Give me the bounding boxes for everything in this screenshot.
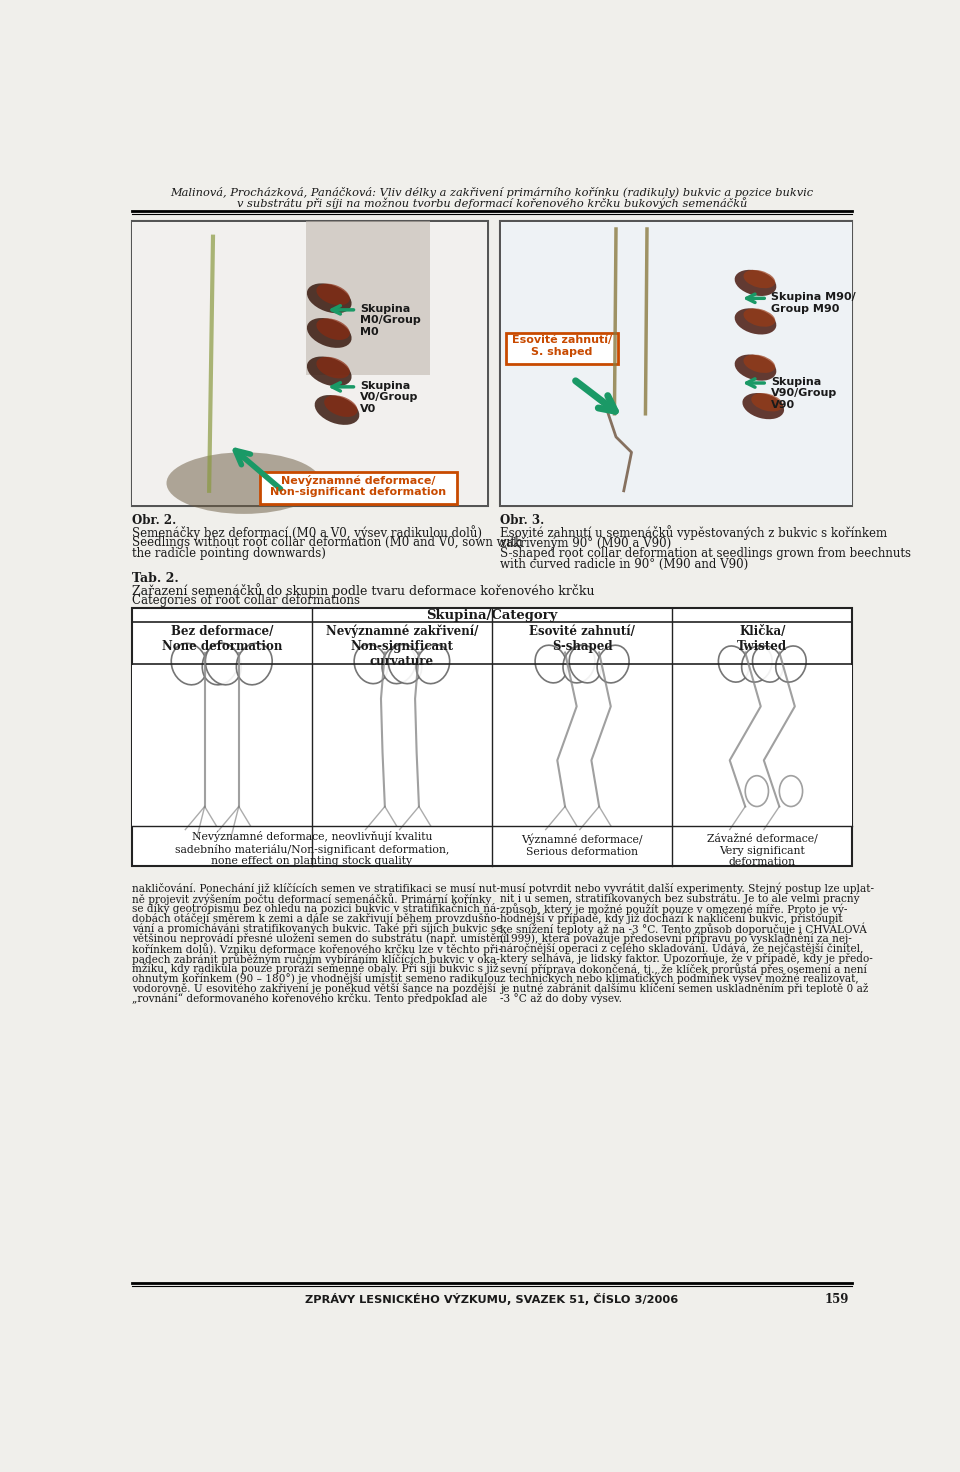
Text: Skupina
V90/Group
V90: Skupina V90/Group V90: [771, 377, 837, 411]
Text: the radicle pointing downwards): the radicle pointing downwards): [132, 548, 325, 559]
Text: v substrátu při síji na možnou tvorbu deformací kořenového krčku bukových semená: v substrátu při síji na možnou tvorbu de…: [237, 197, 747, 209]
Ellipse shape: [354, 645, 388, 683]
Ellipse shape: [307, 318, 351, 347]
Text: -3 °C až do doby výsev.: -3 °C až do doby výsev.: [500, 992, 622, 1004]
Text: S-shaped root collar deformation at seedlings grown from beechnuts: S-shaped root collar deformation at seed…: [500, 548, 911, 559]
Ellipse shape: [776, 646, 806, 682]
Text: sevní příprava dokončená, tj., že klíček prorůstá přes osemení a není: sevní příprava dokončená, tj., že klíček…: [500, 963, 867, 974]
Text: se díky geotropismu bez ohledu na pozici bukvic v stratifikačních ná-: se díky geotropismu bez ohledu na pozici…: [132, 902, 499, 914]
Text: ZPRÁVY LESNICKÉHO VÝZKUMU, SVAZEK 51, ČÍSLO 3/2006: ZPRÁVY LESNICKÉHO VÝZKUMU, SVAZEK 51, ČÍ…: [305, 1292, 679, 1306]
Bar: [132, 221, 488, 506]
Text: Významné deformace/
Serious deformation: Významné deformace/ Serious deformation: [521, 833, 643, 857]
Text: Esovité zahnutí u semenáčků vypěstovaných z bukvic s kořínkem: Esovité zahnutí u semenáčků vypěstovanýc…: [500, 526, 887, 540]
Bar: [500, 222, 852, 505]
Text: vání a promícháváni stratifikovaných bukvic. Také při síjích bukvic se: vání a promícháváni stratifikovaných buk…: [132, 923, 502, 935]
Text: Nevýznamné deformace, neovlivňují kvalitu
sadebního materiálu/Non-significant de: Nevýznamné deformace, neovlivňují kvalit…: [175, 830, 449, 866]
Ellipse shape: [315, 394, 359, 425]
Text: Categories of root collar deformations: Categories of root collar deformations: [132, 595, 360, 606]
Text: který selhává, je lidský faktor. Upozorňuje, že v případě, kdy je předo-: který selhává, je lidský faktor. Upozorň…: [500, 952, 873, 964]
Text: Esovité zahnutí/
S. shaped: Esovité zahnutí/ S. shaped: [512, 336, 612, 356]
Text: Bez deformace/
None deformation: Bez deformace/ None deformation: [161, 624, 282, 652]
Text: náročnější operaci z celého skladování. Udává, že nejčastější činitel,: náročnější operaci z celého skladování. …: [500, 942, 863, 954]
Bar: [132, 222, 488, 505]
Ellipse shape: [743, 355, 776, 372]
Text: mžíku, kdy radikula pouze proráží semenné obaly. Při síji bukvic s již: mžíku, kdy radikula pouze proráží semenn…: [132, 963, 498, 974]
Ellipse shape: [745, 776, 769, 807]
Text: Skupina M90/
Group M90: Skupina M90/ Group M90: [771, 291, 855, 314]
Ellipse shape: [743, 269, 776, 289]
Text: Skupina/Category: Skupina/Category: [426, 609, 558, 623]
Text: musí potvrdit nebo vyvrátit další experimenty. Stejný postup lze uplat-: musí potvrdit nebo vyvrátit další experi…: [500, 883, 874, 894]
Ellipse shape: [236, 643, 273, 684]
Text: 159: 159: [824, 1292, 849, 1306]
Text: Skupina
M0/Group
M0: Skupina M0/Group M0: [360, 303, 421, 337]
Ellipse shape: [753, 646, 783, 682]
Text: Semenáčky bez deformací (M0 a V0, výsev radikulou dolů): Semenáčky bez deformací (M0 a V0, výsev …: [132, 526, 482, 540]
Ellipse shape: [752, 393, 783, 412]
Bar: [506, 333, 618, 364]
Ellipse shape: [734, 269, 777, 296]
Text: Seedlings without root collar deformation (M0 and V0, sown with: Seedlings without root collar deformatio…: [132, 536, 522, 549]
Text: dobách otáčejí směrem k zemi a dále se zakřivují během provzdušňo-: dobách otáčejí směrem k zemi a dále se z…: [132, 913, 500, 924]
Ellipse shape: [388, 645, 421, 683]
Text: je nutné zabránit dalšímu klíčení semen uskladněním při teplotě 0 až: je nutné zabránit dalšímu klíčení semen …: [500, 983, 868, 994]
Text: zakřiveným 90° (M90 a V90): zakřiveným 90° (M90 a V90): [500, 536, 671, 549]
Ellipse shape: [569, 645, 601, 683]
Text: Tab. 2.: Tab. 2.: [132, 571, 179, 584]
Text: Zařazení semenáčků do skupin podle tvaru deformace kořenového krčku: Zařazení semenáčků do skupin podle tvaru…: [132, 583, 594, 598]
Text: ke snížení teploty až na -3 °C. Tento způsob doporučuje i CHVÁLOVÁ: ke snížení teploty až na -3 °C. Tento zp…: [500, 923, 867, 935]
Ellipse shape: [307, 356, 351, 386]
Ellipse shape: [382, 645, 416, 683]
Text: nit i u semen, stratifikovaných bez substrátu. Je to ale velmi pracný: nit i u semen, stratifikovaných bez subs…: [500, 892, 859, 904]
Text: padech zabránit průběžným ručním vybíráním klíčících bukvic v oka-: padech zabránit průběžným ručním vybírán…: [132, 952, 499, 964]
Ellipse shape: [734, 355, 777, 381]
Text: kořínkem dolů). Vzniku deformace kořenového krčku lze v těchto při-: kořínkem dolů). Vzniku deformace kořenov…: [132, 942, 501, 955]
Ellipse shape: [317, 284, 349, 305]
Text: Nevýznamné zakřivení/
Non-significant
curvature: Nevýznamné zakřivení/ Non-significant cu…: [325, 624, 478, 668]
Ellipse shape: [734, 308, 777, 334]
Text: (1999), která považuje předosevní přípravu po vyskladnění za nej-: (1999), která považuje předosevní přípra…: [500, 933, 852, 944]
Ellipse shape: [317, 356, 349, 378]
Bar: [500, 221, 852, 506]
Bar: [306, 221, 430, 375]
Bar: [132, 608, 852, 866]
Text: Malinová, Procházková, Panáčková: Vliv délky a zakřivení primárního kořínku (rad: Malinová, Procházková, Panáčková: Vliv d…: [171, 187, 813, 197]
Text: ně projevit zvýšením počtu deformací semenáčků. Primární kořínky: ně projevit zvýšením počtu deformací sem…: [132, 892, 491, 905]
Ellipse shape: [780, 776, 803, 807]
Ellipse shape: [743, 308, 776, 327]
Text: Závažné deformace/
Very significant
deformation: Závažné deformace/ Very significant defo…: [707, 833, 818, 867]
Text: Obr. 3.: Obr. 3.: [500, 514, 544, 527]
Ellipse shape: [563, 645, 595, 683]
Ellipse shape: [205, 643, 241, 684]
Ellipse shape: [718, 646, 749, 682]
Text: Skupina
V0/Group
V0: Skupina V0/Group V0: [360, 381, 419, 414]
Ellipse shape: [416, 645, 449, 683]
Text: Nevýznamné deformace/
Non-significant deformation: Nevýznamné deformace/ Non-significant de…: [271, 474, 446, 498]
Text: hodnější v případě, kdy již dochází k naklíčení bukvic, přistoupit: hodnější v případě, kdy již dochází k na…: [500, 913, 842, 924]
Text: nakličování. Ponechání již klíčících semen ve stratifikaci se musí nut-: nakličování. Ponechání již klíčících sem…: [132, 883, 499, 894]
Text: Klička/
Twisted: Klička/ Twisted: [737, 624, 787, 652]
Text: „rovnání“ deformovaného kořenového krčku. Tento předpoklad ale: „rovnání“ deformovaného kořenového krčku…: [132, 992, 487, 1004]
Ellipse shape: [742, 646, 772, 682]
Text: většinou neprovádí přesné uložení semen do substrátu (např. umístění: většinou neprovádí přesné uložení semen …: [132, 933, 506, 944]
Text: ohnutým kořínkem (90 – 180°) je vhodnější umístit semeno radikulou: ohnutým kořínkem (90 – 180°) je vhodnějš…: [132, 973, 500, 985]
Ellipse shape: [317, 318, 349, 340]
Text: způsob, který je možné použít pouze v omezené míře. Proto je vý-: způsob, který je možné použít pouze v om…: [500, 902, 847, 914]
Ellipse shape: [742, 393, 784, 420]
Ellipse shape: [171, 643, 207, 684]
Ellipse shape: [324, 396, 357, 417]
Bar: [259, 471, 457, 503]
Ellipse shape: [203, 643, 238, 684]
Ellipse shape: [597, 645, 629, 683]
Text: Esovité zahnutí/
S-shaped: Esovité zahnutí/ S-shaped: [529, 624, 635, 652]
Text: with curved radicle in 90° (M90 and V90): with curved radicle in 90° (M90 and V90): [500, 558, 748, 571]
Ellipse shape: [166, 452, 322, 514]
Text: Obr. 2.: Obr. 2.: [132, 514, 176, 527]
Text: z technických nebo klimatických podmínek výsev možné realizovat,: z technických nebo klimatických podmínek…: [500, 973, 858, 985]
Ellipse shape: [307, 284, 351, 314]
Text: vodorovně. U esovitého zakřivení je poněkud větší šance na pozdější: vodorovně. U esovitého zakřivení je poně…: [132, 983, 495, 994]
Bar: [132, 665, 852, 826]
Ellipse shape: [535, 645, 567, 683]
